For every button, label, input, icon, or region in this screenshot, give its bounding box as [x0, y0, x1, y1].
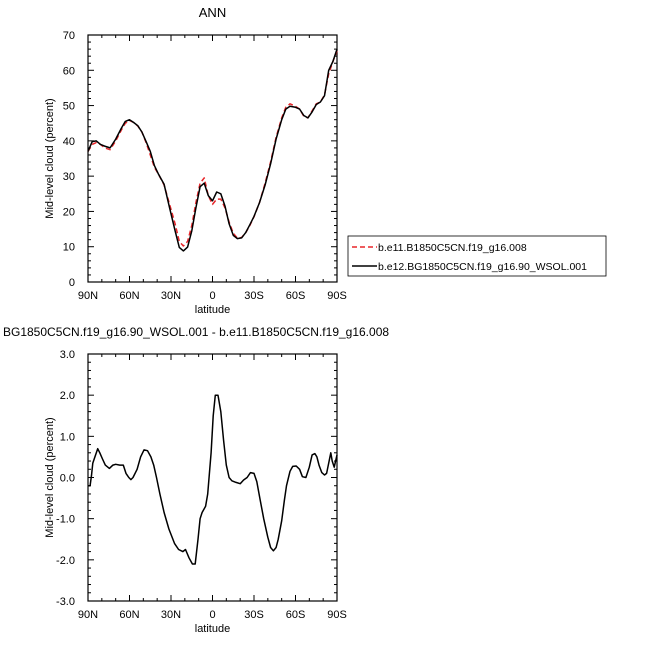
x-tick-label: 90S: [327, 290, 347, 302]
y-tick-label: 0: [69, 277, 75, 289]
x-tick-label: 30N: [161, 609, 181, 621]
y-tick-label: 0.0: [60, 473, 75, 485]
x-tick-label: 90S: [327, 609, 347, 621]
y-tick-label: 2.0: [60, 390, 75, 402]
series-line-0: [87, 50, 338, 247]
x-tick-label: 0: [209, 609, 215, 621]
x-tick-label: 60N: [119, 609, 139, 621]
x-axis-label: latitude: [195, 304, 230, 316]
x-tick-label: 30S: [244, 290, 264, 302]
x-tick-label: 60S: [286, 290, 306, 302]
y-axis-label: Mid-level cloud (percent): [44, 98, 56, 218]
difference-chart: BG1850C5CN.f19_g16.90_WSOL.001 - b.e11.B…: [3, 325, 389, 635]
x-tick-label: 30N: [161, 290, 181, 302]
y-tick-label: 10: [63, 242, 75, 254]
y-tick-label: 3.0: [60, 349, 75, 361]
series-line-0: [88, 394, 338, 565]
y-axis-label: Mid-level cloud (percent): [44, 417, 56, 537]
y-tick-label: -2.0: [56, 555, 75, 567]
legend-box: [347, 235, 607, 277]
y-tick-label: -3.0: [56, 596, 75, 608]
x-tick-label: 30S: [244, 609, 264, 621]
x-tick-label: 60S: [286, 609, 306, 621]
x-axis-label: latitude: [195, 623, 230, 635]
y-tick-label: 50: [63, 101, 75, 113]
y-tick-label: 60: [63, 65, 75, 77]
x-tick-label: 90N: [78, 609, 98, 621]
legend-label-1: b.e12.BG1850C5CN.f19_g16.90_WSOL.001: [378, 261, 587, 273]
chart-title: ANN: [199, 5, 226, 20]
plot-frame: [87, 353, 338, 602]
series-line-1: [87, 48, 338, 252]
y-tick-label: -1.0: [56, 514, 75, 526]
plot-frame: [87, 34, 338, 283]
legend-label-0: b.e11.B1850C5CN.f19_g16.008: [378, 242, 527, 254]
y-tick-label: 20: [63, 206, 75, 218]
chart-title: BG1850C5CN.f19_g16.90_WSOL.001 - b.e11.B…: [3, 325, 389, 339]
y-tick-label: 1.0: [60, 431, 75, 443]
y-tick-label: 30: [63, 171, 75, 183]
y-tick-label: 40: [63, 136, 75, 148]
y-tick-label: 70: [63, 30, 75, 42]
x-tick-label: 60N: [119, 290, 139, 302]
top-chart: ANN 90N 60N 30N 0 30S 60S 90S 0 10 20 30 40 50 60 70 lat…: [44, 5, 607, 316]
x-tick-label: 0: [209, 290, 215, 302]
x-tick-label: 90N: [78, 290, 98, 302]
